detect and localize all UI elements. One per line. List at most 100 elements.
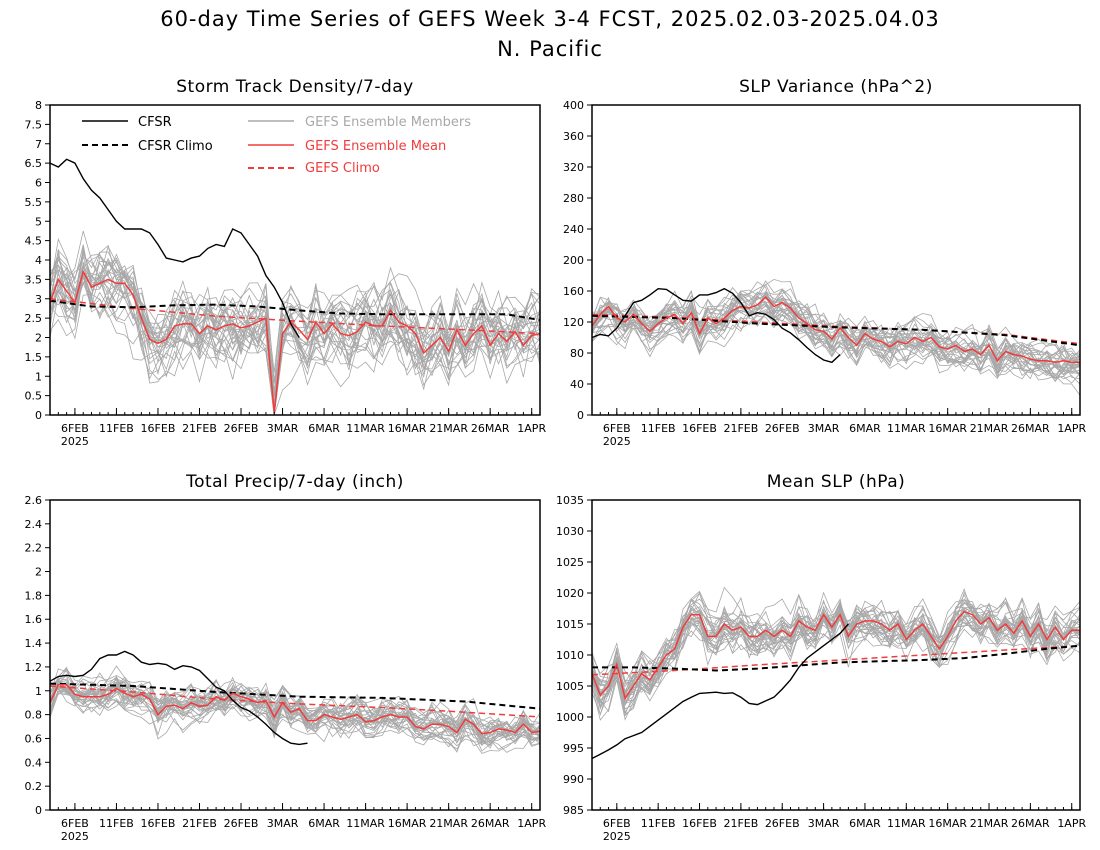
y-tick-label: 6.5 (25, 157, 43, 170)
y-tick-label: 0 (577, 409, 584, 422)
gefs-ensemble-mean-line (591, 610, 1080, 701)
y-tick-label: 1030 (556, 525, 584, 538)
x-tick-label: 26MAR (471, 422, 510, 435)
y-tick-label: 7.5 (25, 118, 43, 131)
ensemble-member-line (591, 592, 1081, 684)
ensemble-member-line (49, 230, 541, 416)
ensemble-member-line (49, 270, 541, 416)
y-tick-label: 0.5 (25, 390, 43, 403)
x-tick-label: 6MAR (849, 422, 881, 435)
x-tick-label: 3MAR (267, 817, 299, 830)
x-tick-label: 1APR (517, 422, 546, 435)
x-tick-label: 11MAR (887, 817, 926, 830)
x-tick-label: 11FEB (99, 422, 134, 435)
x-tick-label: 3MAR (808, 817, 840, 830)
x-tick-label: 16MAR (388, 817, 427, 830)
x-tick-label: 1APR (517, 817, 546, 830)
gefs-ensemble-mean-line (49, 269, 541, 414)
x-tick-label: 16FEB (682, 422, 717, 435)
x-tick-label: 11MAR (887, 422, 926, 435)
ensemble-members (591, 278, 1081, 396)
y-tick-label: 3 (35, 293, 42, 306)
y-tick-label: 1.8 (25, 589, 43, 602)
ensemble-member-line (49, 676, 541, 748)
panel-title: Mean SLP (hPa) (767, 472, 906, 492)
ensemble-member-line (591, 591, 1081, 693)
x-tick-label: 26MAR (1011, 422, 1050, 435)
ensemble-member-line (591, 294, 1081, 379)
y-tick-label: 0.4 (25, 756, 43, 769)
ensemble-member-line (49, 686, 541, 741)
x-tick-label: 21FEB (723, 422, 758, 435)
y-tick-label: 1010 (556, 649, 584, 662)
x-tick-label: 16FEB (682, 817, 717, 830)
total-precip-panel: Total Precip/7-day (inch)00.20.40.60.811… (25, 472, 547, 843)
y-tick-label: 1.4 (25, 637, 43, 650)
x-tick-label: 16MAR (928, 422, 967, 435)
x-year-label: 2025 (61, 830, 89, 843)
x-tick-label: 6MAR (308, 817, 340, 830)
x-tick-label: 21MAR (970, 422, 1009, 435)
x-tick-label: 11FEB (99, 817, 134, 830)
x-tick-label: 26FEB (765, 817, 800, 830)
x-tick-label: 26FEB (224, 422, 259, 435)
ensemble-member-line (49, 682, 541, 738)
y-tick-label: 120 (563, 316, 584, 329)
x-tick-label: 3MAR (808, 422, 840, 435)
x-tick-label: 26MAR (471, 817, 510, 830)
legend-mean-label: GEFS Ensemble Mean (305, 139, 446, 154)
x-tick-label: 21MAR (429, 817, 468, 830)
y-tick-label: 240 (563, 223, 584, 236)
cfsr-climo-line (49, 299, 541, 322)
y-tick-label: 40 (570, 378, 584, 391)
cfsr-line (591, 623, 849, 760)
ensemble-member-line (591, 278, 1081, 380)
y-tick-label: 1 (35, 685, 42, 698)
x-tick-label: 6FEB (603, 817, 631, 830)
ensemble-member-line (591, 295, 1081, 375)
gefs-climo-line (49, 685, 541, 718)
x-tick-label: 6FEB (61, 817, 89, 830)
x-tick-label: 21MAR (970, 817, 1009, 830)
ensemble-member-line (49, 255, 541, 407)
x-tick-label: 16FEB (141, 817, 176, 830)
x-tick-label: 26MAR (1011, 817, 1050, 830)
ensemble-member-line (591, 295, 1081, 373)
x-tick-label: 6FEB (61, 422, 89, 435)
y-tick-label: 5.5 (25, 196, 43, 209)
cfsr-climo-line (591, 314, 1081, 347)
ensemble-member-line (49, 269, 541, 412)
cfsr-line (49, 158, 300, 338)
ensemble-member-line (591, 601, 1081, 696)
y-tick-label: 160 (563, 285, 584, 298)
y-tick-label: 1035 (556, 494, 584, 507)
x-tick-label: 11MAR (346, 422, 385, 435)
x-tick-label: 16MAR (928, 817, 967, 830)
y-tick-label: 4 (35, 254, 42, 267)
y-tick-label: 0 (35, 804, 42, 817)
x-tick-label: 21FEB (182, 817, 217, 830)
y-tick-label: 1000 (556, 711, 584, 724)
x-tick-label: 1APR (1057, 817, 1086, 830)
gefs-climo-line (49, 298, 541, 335)
y-tick-label: 200 (563, 254, 584, 267)
y-tick-label: 1025 (556, 556, 584, 569)
y-tick-label: 1015 (556, 618, 584, 631)
legend-cfsr-label: CFSR (138, 115, 172, 130)
x-tick-label: 21FEB (723, 817, 758, 830)
x-tick-label: 1APR (1057, 422, 1086, 435)
ensemble-member-line (591, 290, 1081, 370)
legend-cfsr-climo-label: CFSR Climo (138, 139, 213, 154)
y-tick-label: 1020 (556, 587, 584, 600)
legend-members-label: GEFS Ensemble Members (305, 115, 471, 130)
y-tick-label: 80 (570, 347, 584, 360)
y-tick-label: 4.5 (25, 235, 43, 248)
x-tick-label: 3MAR (267, 422, 299, 435)
y-tick-label: 280 (563, 192, 584, 205)
y-tick-label: 360 (563, 130, 584, 143)
x-tick-label: 26FEB (765, 422, 800, 435)
x-tick-label: 16MAR (388, 422, 427, 435)
x-tick-label: 6MAR (308, 422, 340, 435)
x-tick-label: 26FEB (224, 817, 259, 830)
